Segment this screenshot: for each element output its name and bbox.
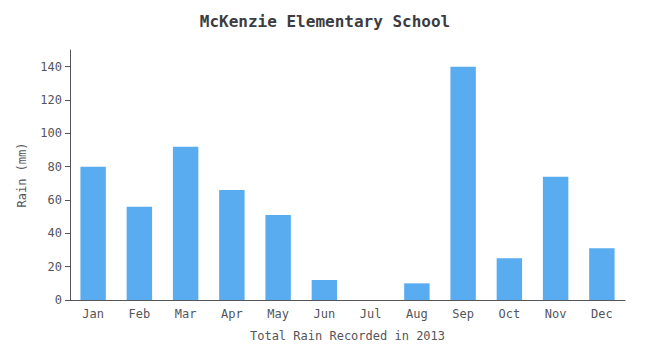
svg-text:Apr: Apr: [221, 307, 243, 321]
svg-text:100: 100: [40, 126, 62, 140]
svg-text:Sep: Sep: [452, 307, 474, 321]
svg-text:Rain (mm): Rain (mm): [15, 142, 29, 207]
svg-text:140: 140: [40, 60, 62, 74]
svg-text:20: 20: [48, 260, 62, 274]
svg-text:Mar: Mar: [175, 307, 197, 321]
svg-text:May: May: [267, 307, 289, 321]
svg-text:Oct: Oct: [499, 307, 521, 321]
svg-text:120: 120: [40, 93, 62, 107]
svg-text:Dec: Dec: [591, 307, 613, 321]
svg-text:80: 80: [48, 160, 62, 174]
svg-text:40: 40: [48, 226, 62, 240]
svg-text:Nov: Nov: [545, 307, 567, 321]
svg-text:60: 60: [48, 193, 62, 207]
svg-text:Jul: Jul: [360, 307, 382, 321]
svg-text:Total Rain Recorded in 2013: Total Rain Recorded in 2013: [250, 329, 445, 343]
svg-text:Jan: Jan: [82, 307, 104, 321]
svg-text:McKenzie Elementary School: McKenzie Elementary School: [200, 12, 450, 31]
svg-text:Aug: Aug: [406, 307, 428, 321]
svg-text:0: 0: [55, 293, 62, 307]
svg-text:Jun: Jun: [314, 307, 336, 321]
svg-text:Feb: Feb: [129, 307, 151, 321]
